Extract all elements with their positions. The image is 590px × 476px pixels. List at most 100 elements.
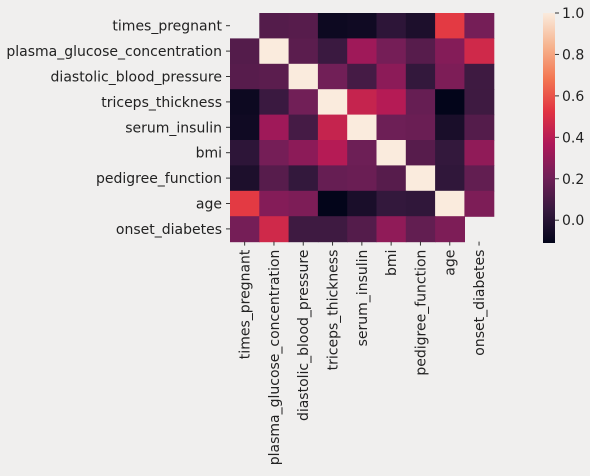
heatmap-cell	[317, 89, 348, 116]
heatmap-cell	[259, 216, 290, 243]
heatmap-cell	[376, 89, 407, 116]
column-tick-label: diastolic_blood_pressure	[296, 250, 312, 421]
row-tick-label: serum_insulin	[125, 120, 222, 136]
heatmap-cell	[435, 114, 465, 141]
heatmap-cell	[317, 140, 348, 166]
heatmap-cell	[347, 63, 378, 90]
column-tick-label: pedigree_function	[413, 250, 429, 376]
row-tick-label: bmi	[196, 146, 222, 162]
heatmap-cell	[317, 38, 348, 65]
row-tick-label: triceps_thickness	[101, 95, 222, 111]
heatmap-cell	[376, 114, 407, 141]
column-tick-label: onset_diabetes	[472, 250, 488, 356]
column-tick-label: times_pregnant	[238, 249, 254, 359]
heatmap-cell	[347, 140, 378, 166]
heatmap-cell	[259, 140, 290, 166]
heatmap-cell	[405, 165, 436, 192]
heatmap-cell	[259, 89, 290, 116]
heatmap-cell	[435, 63, 465, 90]
heatmap-cell	[464, 63, 495, 90]
heatmap-cell	[405, 89, 436, 116]
heatmap-cell	[435, 140, 465, 166]
heatmap-cell	[435, 89, 465, 116]
heatmap-cell	[464, 165, 495, 192]
heatmap-cell	[435, 13, 465, 39]
heatmap-cell	[347, 114, 378, 141]
heatmap-cell	[376, 165, 407, 192]
heatmap-cell	[288, 140, 319, 166]
row-tick-label: onset_diabetes	[116, 222, 222, 238]
row-tick-label: times_pregnant	[112, 19, 222, 35]
heatmap-cell	[259, 190, 290, 217]
heatmap-cell	[405, 13, 436, 39]
heatmap-cell	[230, 140, 260, 166]
heatmap-cell	[288, 13, 319, 39]
heatmap-cell	[347, 190, 378, 217]
heatmap-cell	[464, 13, 495, 39]
column-tick-label: plasma_glucose_concentration	[267, 250, 283, 466]
heatmap-cell	[376, 63, 407, 90]
colorbar-tick-label: 0.4	[562, 130, 584, 146]
heatmap-cell	[464, 114, 495, 141]
heatmap-cell	[347, 165, 378, 192]
heatmap-cell	[288, 165, 319, 192]
heatmap-cell	[288, 63, 319, 90]
heatmap-cell	[347, 38, 378, 65]
heatmap-cell	[288, 216, 319, 243]
heatmap-cell	[347, 216, 378, 243]
heatmap-cell	[259, 114, 290, 141]
heatmap-cell	[464, 190, 495, 217]
column-tick-label: triceps_thickness	[326, 250, 342, 371]
column-tick-label: bmi	[384, 250, 400, 276]
heatmap-cell	[259, 38, 290, 65]
heatmap-cell	[230, 114, 260, 141]
heatmap-cell	[317, 63, 348, 90]
heatmap-cell	[230, 38, 260, 65]
heatmap-cell	[435, 165, 465, 192]
heatmap-cell	[288, 190, 319, 217]
heatmap-cell	[317, 114, 348, 141]
heatmap-cell	[230, 165, 260, 192]
row-tick-label: pedigree_function	[96, 171, 222, 187]
heatmap-cells	[230, 13, 495, 243]
heatmap-cell	[230, 63, 260, 90]
heatmap-cell	[259, 63, 290, 90]
row-tick-label: diastolic_blood_pressure	[51, 70, 222, 86]
row-tick-labels: times_pregnant plasma_glucose_concentrati…	[6, 19, 230, 238]
heatmap-cell	[317, 13, 348, 39]
heatmap-cell	[230, 216, 260, 243]
heatmap-cell	[317, 216, 348, 243]
colorbar-tick-label: 0.0	[562, 213, 584, 229]
heatmap-cell	[435, 38, 465, 65]
heatmap-cell	[405, 63, 436, 90]
heatmap-cell	[405, 114, 436, 141]
heatmap-cell	[435, 216, 465, 243]
colorbar-tick-label: 0.6	[562, 89, 584, 105]
colorbar-tick-label: 0.8	[562, 47, 584, 63]
heatmap-cell	[376, 38, 407, 65]
column-tick-label: serum_insulin	[355, 250, 371, 347]
heatmap-cell	[405, 190, 436, 217]
heatmap-cell	[317, 190, 348, 217]
heatmap-cell	[376, 140, 407, 166]
heatmap-cell	[464, 38, 495, 65]
colorbar-gradient	[543, 13, 555, 243]
heatmap-cell	[347, 89, 378, 116]
colorbar-tick-label: 0.2	[562, 172, 584, 188]
column-tick-labels: times_pregnant plasma_glucose_concentrati…	[238, 241, 488, 466]
heatmap-cell	[230, 190, 260, 217]
heatmap-cell	[435, 190, 465, 217]
colorbar-tick-label: 1.0	[562, 6, 584, 22]
heatmap-cell	[376, 190, 407, 217]
row-tick-label: plasma_glucose_concentration	[6, 44, 222, 60]
heatmap-cell	[259, 13, 290, 39]
heatmap-cell	[376, 13, 407, 39]
heatmap-cell	[376, 216, 407, 243]
heatmap-cell	[464, 140, 495, 166]
colorbar: 0.0 0.2 0.4 0.6 0.8 1.0	[543, 6, 584, 243]
heatmap-cell	[405, 140, 436, 166]
heatmap-cell	[464, 89, 495, 116]
heatmap-cell	[317, 165, 348, 192]
